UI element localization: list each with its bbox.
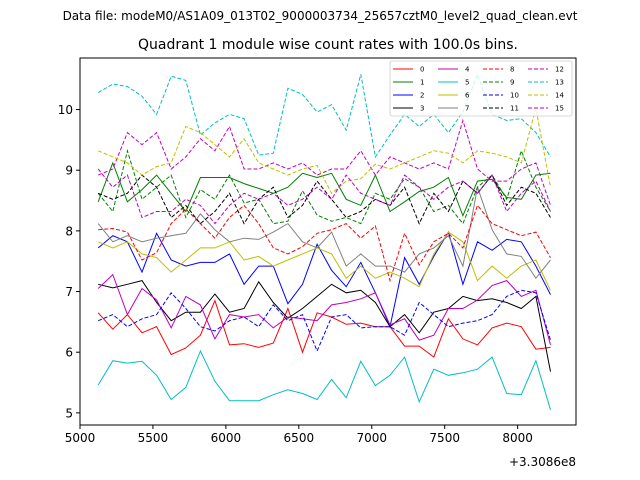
axes-frame bbox=[79, 57, 577, 426]
series-line-4 bbox=[97, 273, 551, 346]
legend-label-11: 11 bbox=[510, 105, 519, 113]
series-line-8 bbox=[98, 204, 551, 283]
series-line-14 bbox=[98, 108, 551, 195]
series-line-9 bbox=[97, 148, 551, 225]
legend-label-7: 7 bbox=[465, 105, 469, 113]
x-tick-label: 5500 bbox=[138, 431, 169, 445]
legend-box bbox=[389, 60, 573, 117]
legend-label-4: 4 bbox=[465, 66, 470, 74]
y-tick-label: 10 bbox=[58, 103, 73, 117]
x-axis-offset-label: +3.3086e8 bbox=[509, 455, 576, 469]
legend-label-1: 1 bbox=[420, 79, 424, 87]
series-line-7 bbox=[97, 185, 551, 280]
x-tick-label: 8000 bbox=[502, 431, 533, 445]
x-tick-label: 5000 bbox=[65, 431, 96, 445]
x-axis: 5000 5500 6000 6500 7000 7500 8000 bbox=[65, 425, 533, 445]
legend-label-14: 14 bbox=[555, 92, 564, 100]
series-line-10 bbox=[98, 289, 551, 353]
legend-label-3: 3 bbox=[420, 105, 424, 113]
series-line-2 bbox=[97, 230, 551, 329]
legend-label-5: 5 bbox=[465, 79, 469, 87]
series-line-6 bbox=[98, 231, 551, 291]
y-axis: 5 6 7 8 9 10 bbox=[58, 103, 80, 420]
suptitle: Data file: modeM0/AS1A09_013T02_90000037… bbox=[63, 9, 578, 23]
legend-label-12: 12 bbox=[555, 66, 564, 74]
series-layer bbox=[97, 72, 551, 410]
series-line-0 bbox=[97, 299, 551, 358]
legend-label-9: 9 bbox=[510, 79, 514, 87]
series-line-11 bbox=[98, 174, 551, 225]
y-tick-label: 8 bbox=[65, 224, 73, 238]
x-tick-label: 6500 bbox=[284, 431, 315, 445]
series-line-15 bbox=[97, 168, 551, 225]
x-tick-label: 6000 bbox=[211, 431, 242, 445]
legend-label-2: 2 bbox=[420, 92, 424, 100]
x-tick-label: 7000 bbox=[356, 431, 387, 445]
chart-title: Quadrant 1 module wise count rates with … bbox=[138, 37, 518, 53]
series-line-3 bbox=[98, 280, 551, 372]
y-tick-label: 6 bbox=[65, 346, 73, 360]
legend-label-0: 0 bbox=[420, 66, 424, 74]
legend-label-15: 15 bbox=[555, 105, 564, 113]
series-line-12 bbox=[98, 118, 551, 206]
y-tick-label: 9 bbox=[65, 164, 73, 178]
legend-label-6: 6 bbox=[465, 92, 470, 100]
series-line-13 bbox=[97, 72, 551, 159]
series-line-1 bbox=[97, 161, 551, 218]
x-tick-label: 7500 bbox=[429, 431, 460, 445]
legend-label-10: 10 bbox=[510, 92, 519, 100]
y-tick-label: 5 bbox=[65, 406, 73, 420]
series-line-5 bbox=[97, 349, 551, 410]
y-tick-label: 7 bbox=[65, 285, 73, 299]
legend-label-8: 8 bbox=[510, 66, 514, 74]
legend-label-13: 13 bbox=[555, 79, 564, 87]
